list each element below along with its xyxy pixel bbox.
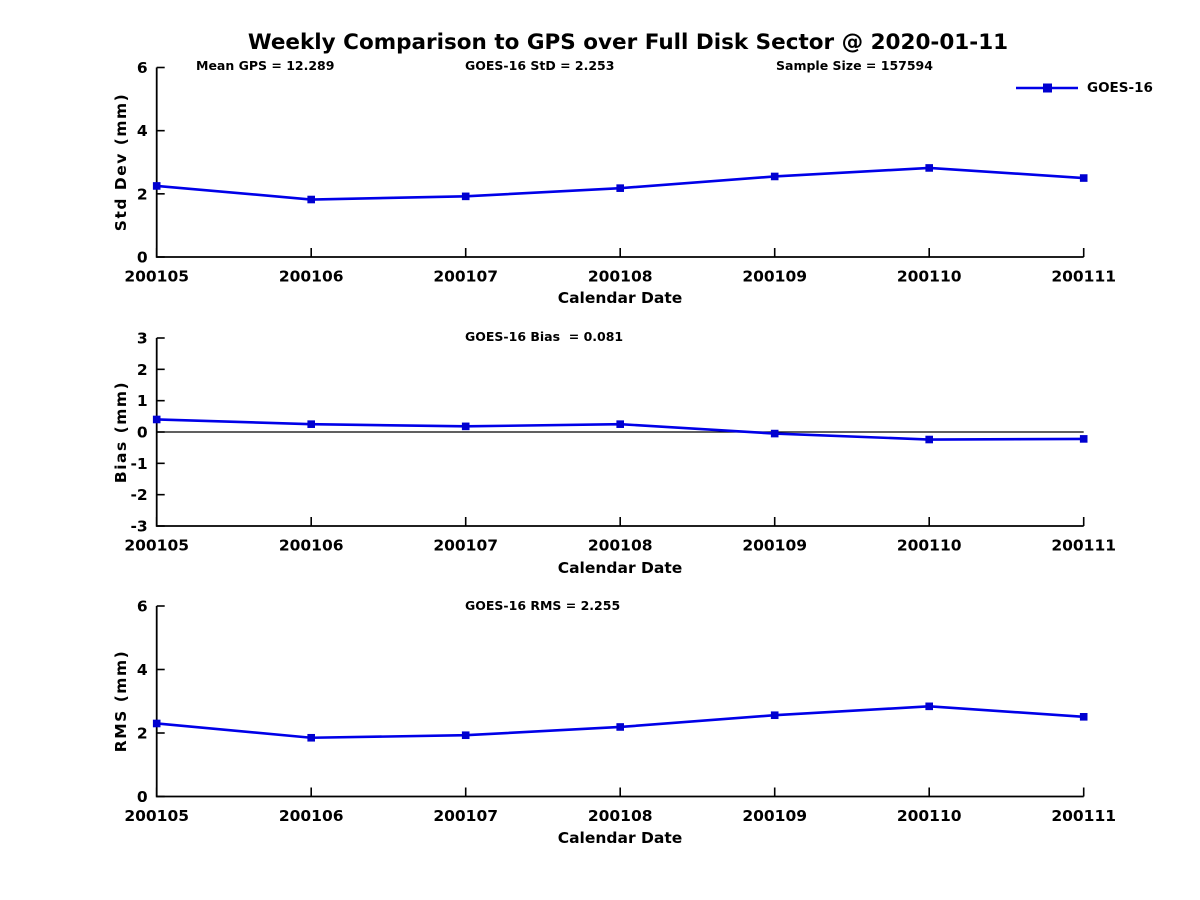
- x-axis-label-calendar-date-1: Calendar Date: [557, 289, 683, 307]
- legend-series-label: GOES-16: [1087, 80, 1153, 96]
- x-tick-label: 200108: [588, 537, 653, 555]
- annotation-goes16-std: GOES-16 StD = 2.253: [465, 58, 615, 73]
- y-axis-label-bias: Bias (mm): [112, 380, 130, 484]
- x-tick-label: 200109: [742, 807, 807, 825]
- data-line-std_dev: [156, 166, 1084, 201]
- x-tick-label: 200105: [124, 268, 189, 286]
- y-tick-label: 0: [137, 424, 148, 442]
- y-tick-label: -3: [130, 518, 147, 536]
- annotation-goes16-rms: GOES-16 RMS = 2.255: [465, 598, 621, 613]
- annotation-sample-size: Sample Size = 157594: [776, 58, 933, 73]
- axis-rms: [155, 606, 1084, 798]
- x-tick-label: 200108: [588, 807, 653, 825]
- y-tick-label: 6: [137, 59, 148, 77]
- x-axis-label-calendar-date-3: Calendar Date: [557, 829, 683, 847]
- data-marker-bias: [1079, 435, 1088, 443]
- data-marker-rms: [770, 711, 779, 720]
- x-tick-label: 200111: [1051, 268, 1116, 286]
- data-marker-rms: [616, 723, 624, 731]
- x-axis-label-calendar-date-2: Calendar Date: [557, 559, 683, 577]
- data-marker-rms: [925, 702, 933, 711]
- chart-title: Weekly Comparison to GPS over Full Disk …: [247, 30, 1009, 55]
- data-marker-bias: [616, 420, 624, 428]
- x-tick-label: 200110: [897, 537, 962, 555]
- x-tick-label: 200111: [1051, 807, 1116, 825]
- data-marker-std_dev: [307, 195, 315, 204]
- legend: GOES-16: [1016, 80, 1153, 96]
- data-marker-std_dev: [770, 172, 779, 181]
- data-line-rms: [156, 705, 1084, 740]
- y-tick-label: 0: [137, 788, 148, 806]
- annotation-goes16-bias: GOES-16 Bias = 0.081: [465, 329, 624, 344]
- x-tick-label: 200107: [433, 537, 498, 555]
- x-tick-label: 200106: [279, 807, 344, 825]
- data-marker-rms: [461, 731, 470, 740]
- annotation-mean-gps: Mean GPS = 12.289: [196, 58, 335, 73]
- x-tick-label: 200111: [1051, 537, 1116, 555]
- y-tick-label: 6: [137, 598, 148, 616]
- data-marker-rms: [307, 733, 315, 742]
- y-tick-label: -2: [130, 486, 147, 504]
- x-tick-label: 200110: [897, 807, 962, 825]
- y-tick-label: 2: [137, 361, 148, 379]
- data-marker-bias: [925, 435, 933, 444]
- data-marker-bias: [461, 422, 470, 431]
- data-marker-bias: [307, 420, 315, 428]
- x-tick-label: 200106: [279, 537, 344, 555]
- x-tick-label: 200105: [124, 807, 189, 825]
- x-tick-label: 200107: [433, 268, 498, 286]
- y-tick-label: 2: [137, 185, 148, 203]
- data-marker-std_dev: [461, 192, 470, 201]
- x-tick-label: 200109: [742, 268, 807, 286]
- data-marker-std_dev: [1079, 174, 1088, 182]
- axis-std_dev: [155, 67, 1084, 258]
- y-tick-label: 4: [137, 661, 148, 679]
- data-marker-std_dev: [925, 164, 933, 172]
- y-tick-label: -1: [130, 455, 147, 473]
- x-tick-label: 200109: [742, 537, 807, 555]
- legend-line-marker-icon: [1016, 83, 1078, 93]
- y-tick-label: 2: [137, 725, 148, 743]
- data-marker-rms: [152, 719, 161, 728]
- y-tick-label: 4: [137, 122, 148, 140]
- data-marker-rms: [1079, 713, 1088, 721]
- data-marker-bias: [770, 429, 779, 438]
- data-marker-bias: [152, 415, 161, 424]
- y-tick-label: 0: [137, 249, 148, 267]
- x-tick-label: 200105: [124, 537, 189, 555]
- data-marker-std_dev: [616, 184, 624, 192]
- x-tick-label: 200108: [588, 268, 653, 286]
- y-axis-label-rms: RMS (mm): [112, 649, 130, 753]
- x-tick-label: 200110: [897, 268, 962, 286]
- y-tick-label: 3: [137, 330, 148, 348]
- y-axis-label-std-dev: Std Dev (mm): [112, 92, 130, 232]
- x-tick-label: 200107: [433, 807, 498, 825]
- x-tick-label: 200106: [279, 268, 344, 286]
- data-marker-std_dev: [152, 182, 161, 190]
- y-tick-label: 1: [137, 392, 148, 410]
